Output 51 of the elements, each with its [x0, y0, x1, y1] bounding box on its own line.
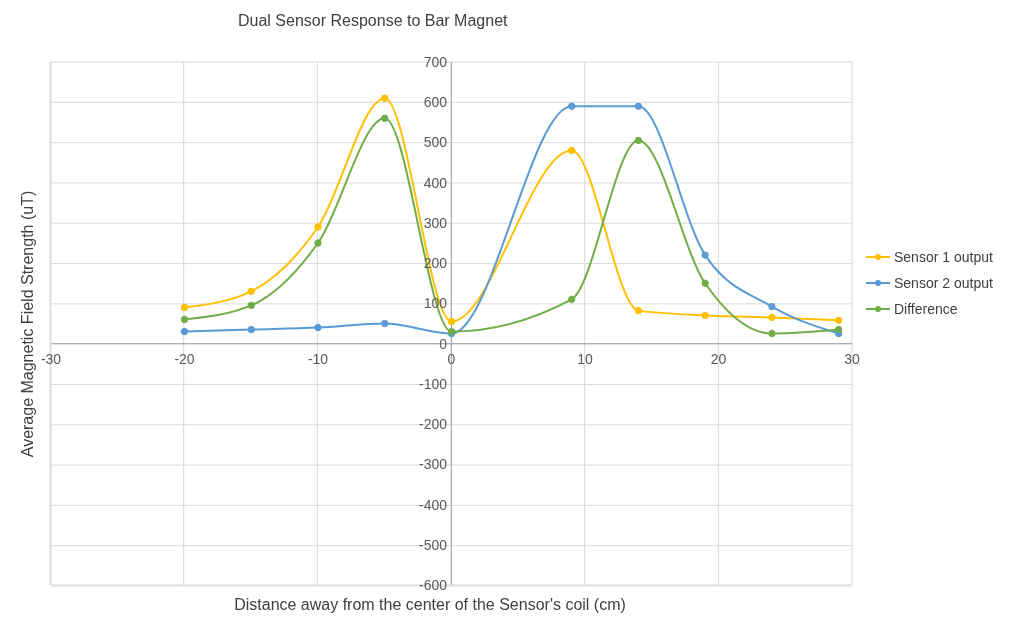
legend-label: Sensor 2 output [894, 275, 993, 291]
legend-label: Sensor 1 output [894, 249, 993, 265]
y-tick-label: 400 [423, 174, 448, 191]
x-tick-label: 20 [710, 351, 727, 368]
y-tick-label: 700 [423, 54, 448, 70]
point [381, 114, 389, 123]
point [768, 329, 776, 338]
point [180, 303, 189, 312]
y-tick-label: -300 [418, 456, 448, 473]
legend-label: Difference [894, 301, 958, 317]
x-tick-label: 30 [844, 351, 860, 368]
point [314, 223, 322, 231]
point [447, 317, 456, 326]
y-tick-label: 0 [439, 335, 448, 352]
y-axis-title: Average Magnetic Field Strength (uT) [19, 190, 37, 458]
point [634, 306, 643, 315]
point [567, 102, 576, 110]
point [381, 319, 389, 328]
point [701, 251, 709, 259]
point [634, 136, 643, 145]
y-tick-label: -400 [418, 496, 448, 513]
y-tick-label: -100 [418, 375, 448, 392]
point [701, 311, 709, 320]
point [567, 146, 576, 155]
point [247, 325, 255, 334]
point [768, 302, 776, 311]
y-tick-label: 600 [423, 94, 448, 111]
point [701, 279, 709, 287]
point [314, 323, 322, 332]
x-tick-label: -10 [307, 351, 329, 368]
y-tick-label: -500 [418, 536, 448, 553]
point [180, 315, 189, 324]
point [567, 295, 576, 304]
point [314, 239, 322, 247]
point [834, 316, 843, 324]
point [634, 102, 643, 110]
y-tick-label: -200 [418, 416, 448, 433]
point [768, 313, 776, 322]
point [180, 327, 189, 336]
x-tick-label: 10 [577, 351, 593, 368]
x-axis-title: Distance away from the center of the Sensor's coil (cm) [233, 596, 627, 614]
point [381, 94, 389, 102]
chart-title: Dual Sensor Response to Bar Magnet [238, 12, 508, 30]
point [247, 301, 255, 310]
point [247, 287, 255, 296]
point [834, 325, 843, 334]
y-tick-label: -600 [418, 577, 448, 593]
y-tick-label: 500 [423, 134, 448, 151]
y-tick-label: 300 [423, 214, 448, 231]
x-tick-label: -30 [40, 351, 62, 368]
x-tick-label: -20 [174, 351, 195, 368]
